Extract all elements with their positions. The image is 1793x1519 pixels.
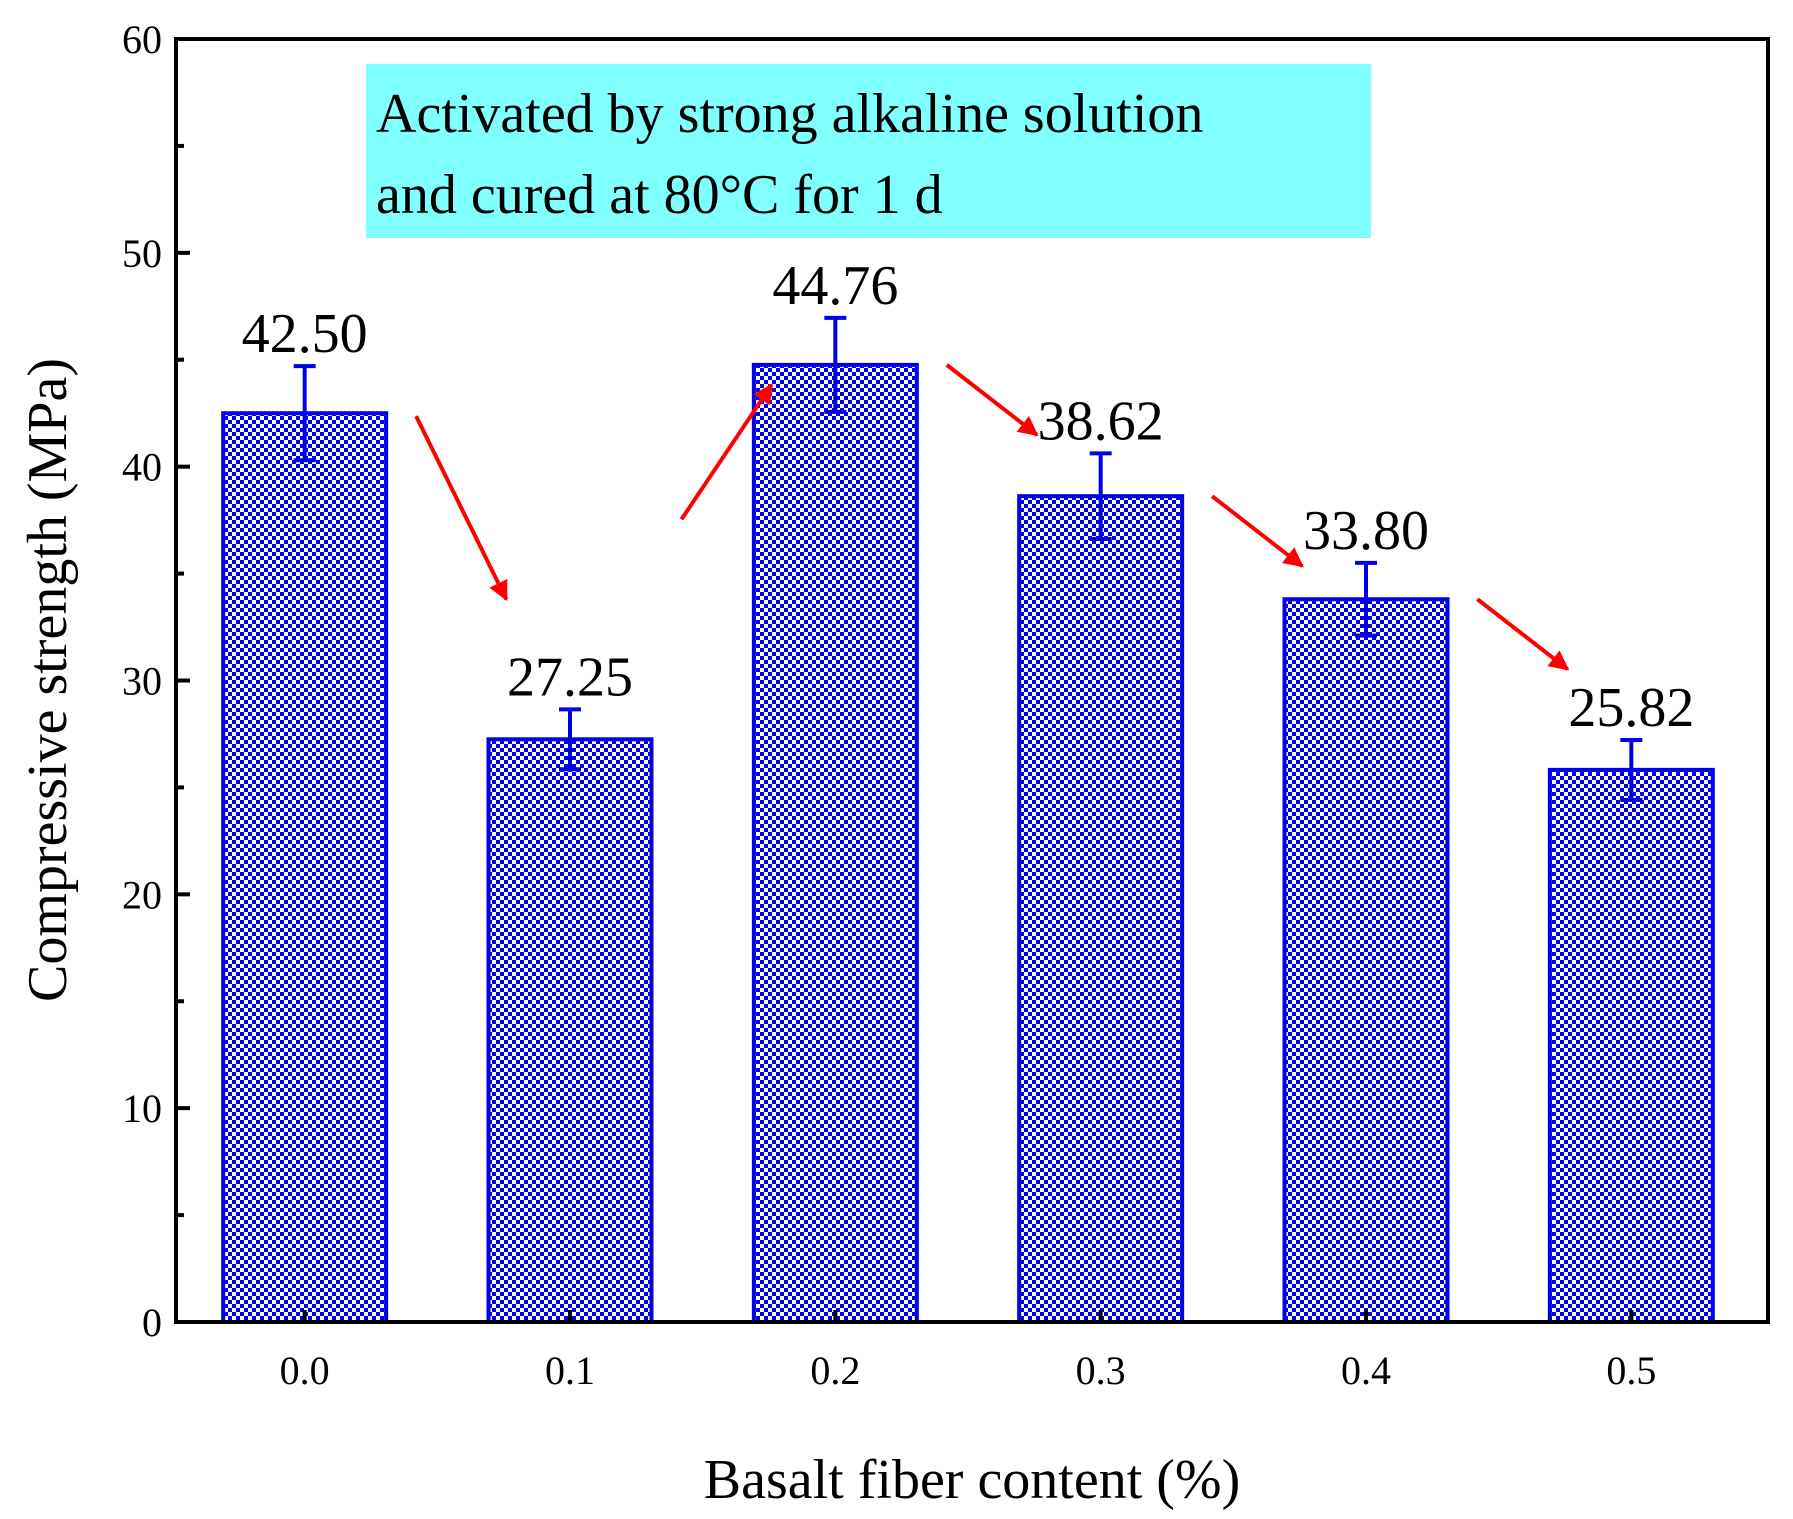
x-tick-label-0.1: 0.1 — [545, 1348, 595, 1393]
bar-0.2 — [751, 362, 919, 1324]
y-tick-label-10: 10 — [122, 1086, 162, 1131]
annotation-line-2: and cured at 80°C for 1 d — [376, 164, 943, 226]
x-tick-label-0.0: 0.0 — [280, 1348, 330, 1393]
error-bar-0.3 — [1089, 451, 1112, 541]
x-axis-title: Basalt fiber content (%) — [704, 1449, 1240, 1511]
annotation-background — [366, 64, 1371, 238]
y-tick-label-40: 40 — [122, 445, 162, 490]
data-label-0.1: 27.25 — [507, 646, 633, 708]
trend-arrow-0.3-to-0.4 — [1210, 494, 1304, 568]
data-label-0.0: 42.50 — [242, 303, 368, 365]
y-tick-label-0: 0 — [142, 1300, 162, 1345]
bar-0.3 — [1017, 494, 1185, 1324]
x-tick-label-0.4: 0.4 — [1341, 1348, 1391, 1393]
y-tick-label-30: 30 — [122, 659, 162, 704]
error-bar-0.1 — [559, 707, 581, 772]
data-label-0.2: 44.76 — [772, 255, 898, 317]
bar-0.0 — [221, 411, 389, 1325]
trend-arrow-0.1-to-0.2 — [679, 383, 774, 521]
error-bar-0.0 — [293, 364, 316, 463]
trend-arrow-0.2-to-0.3 — [945, 363, 1039, 437]
error-bar-0.2 — [824, 315, 847, 414]
trend-arrow-0.4-to-0.5 — [1476, 597, 1570, 671]
y-tick-label-50: 50 — [122, 231, 162, 276]
bar-0.4 — [1282, 597, 1450, 1324]
data-label-0.3: 38.62 — [1038, 390, 1164, 452]
data-label-0.4: 33.80 — [1303, 500, 1429, 562]
annotation-line-1: Activated by strong alkaline solution — [376, 83, 1203, 145]
y-tick-label-20: 20 — [122, 872, 162, 917]
y-axis-title: Compressive strength (MPa) — [17, 358, 79, 1002]
x-tick-label-0.2: 0.2 — [810, 1348, 860, 1393]
error-bar-0.5 — [1620, 737, 1643, 802]
annotation-box: Activated by strong alkaline solution an… — [366, 64, 1371, 238]
bar-0.1 — [486, 737, 654, 1324]
trend-arrow-0.0-to-0.1 — [414, 415, 509, 602]
bar-0.5 — [1547, 767, 1715, 1324]
x-tick-label-0.3: 0.3 — [1076, 1348, 1126, 1393]
error-bar-0.4 — [1355, 560, 1377, 638]
x-tick-label-0.5: 0.5 — [1606, 1348, 1656, 1393]
y-tick-label-60: 60 — [122, 17, 162, 62]
data-label-0.5: 25.82 — [1568, 677, 1694, 739]
